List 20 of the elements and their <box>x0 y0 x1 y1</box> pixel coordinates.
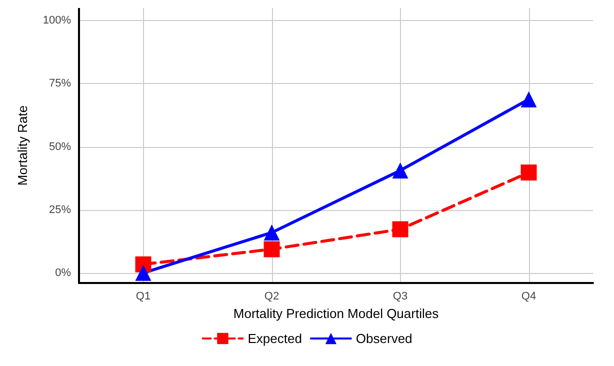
x-tick-label: Q2 <box>264 290 280 302</box>
point <box>520 91 537 108</box>
y-tick-label: 50% <box>48 140 72 153</box>
x-tick-label: Q4 <box>521 290 536 302</box>
x-tick-label: Q3 <box>392 290 408 302</box>
point <box>264 224 280 241</box>
legend-label: Observed <box>356 331 412 346</box>
y-tick-label: 100% <box>42 14 72 27</box>
point <box>520 164 537 180</box>
point <box>264 241 280 258</box>
point <box>392 221 408 238</box>
y-tick-label: 25% <box>48 204 72 216</box>
y-axis-title: Mortality Rate <box>15 105 30 186</box>
y-tick-label: 75% <box>48 78 72 90</box>
y-tick-label: 0% <box>55 266 72 279</box>
point <box>392 162 408 178</box>
x-tick-label: Q1 <box>136 290 151 302</box>
point <box>135 264 152 281</box>
legend-label: Expected <box>248 331 302 346</box>
x-axis-title: Mortality Prediction Model Quartiles <box>233 306 440 321</box>
